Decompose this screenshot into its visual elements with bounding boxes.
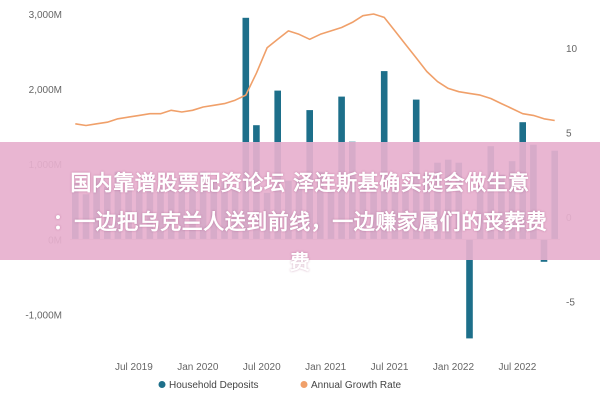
line-annual-growth-rate (75, 13, 555, 127)
line-series-annual-growth-rate (75, 13, 555, 127)
legend-label: Annual Growth Rate (311, 380, 401, 391)
x-axis-tick-label: Jan 2022 (433, 362, 475, 373)
y-axis-tick-label: 3,000M (29, 10, 62, 21)
y2-axis-tick-label: 5 (566, 128, 572, 139)
x-axis-tick-label: Jul 2020 (243, 362, 281, 373)
y-axis-tick-label: 2,000M (29, 85, 62, 96)
banner-line-1: 国内靠谱股票配资论坛 泽连斯基确实挺会做生意 (70, 171, 530, 195)
bar-household-deposits (242, 17, 250, 240)
chart-legend: Household Deposits Annual Growth Rate (158, 380, 401, 391)
x-axis-tick-label: Jan 2020 (177, 362, 219, 373)
legend-marker (300, 381, 308, 388)
bar-household-deposits (466, 239, 473, 339)
legend-marker (158, 381, 166, 388)
x-axis-tick-label: Jan 2021 (305, 362, 347, 373)
legend-label: Household Deposits (169, 380, 259, 391)
x-axis-tick-label: Jul 2021 (371, 362, 409, 373)
y-axis-tick-label: -1,000M (25, 310, 62, 321)
x-axis-tick-label: Jul 2019 (115, 362, 153, 373)
y2-axis-tick-label: 10 (566, 44, 578, 55)
banner-line-3: 费 (289, 250, 311, 274)
overlay-banner (0, 142, 600, 260)
banner-line-2: ：一边把乌克兰人送到前线，一边赚家属们的丧葬费 (52, 210, 548, 234)
y2-axis-tick-label: -5 (566, 297, 575, 308)
x-axis-tick-label: Jul 2022 (498, 362, 536, 373)
